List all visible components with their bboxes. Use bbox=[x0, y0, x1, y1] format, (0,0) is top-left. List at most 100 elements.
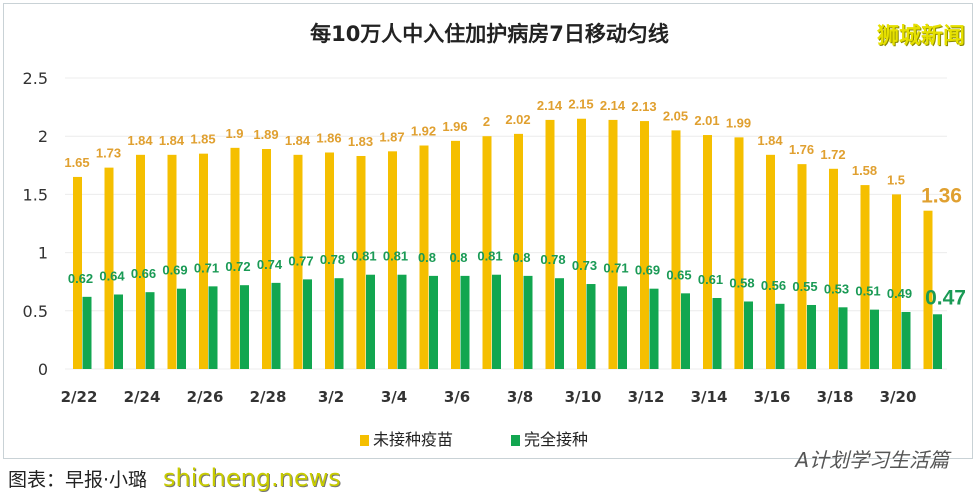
data-label: 1.65 bbox=[64, 155, 89, 170]
bar-unvaccinated bbox=[451, 140, 460, 369]
data-label: 2.14 bbox=[537, 98, 563, 113]
data-label: 0.53 bbox=[824, 281, 849, 296]
bar-vaccinated bbox=[303, 279, 312, 369]
data-label: 1.96 bbox=[442, 119, 467, 134]
data-label: 1.86 bbox=[316, 130, 341, 145]
bar-vaccinated bbox=[492, 274, 501, 369]
data-label: 0.56 bbox=[761, 278, 786, 293]
x-tick-label: 3/2 bbox=[318, 388, 344, 406]
bar-vaccinated bbox=[271, 282, 281, 369]
x-tick-label: 2/22 bbox=[61, 388, 98, 406]
bar-vaccinated bbox=[208, 286, 218, 369]
bar-vaccinated bbox=[555, 278, 564, 369]
bar-unvaccinated bbox=[104, 167, 114, 369]
data-label: 0.49 bbox=[887, 286, 912, 301]
data-label: 2.02 bbox=[505, 112, 530, 127]
data-label: 0.8 bbox=[418, 250, 436, 265]
data-label: 1.5 bbox=[887, 172, 905, 187]
bar-vaccinated bbox=[145, 292, 155, 369]
bar-vaccinated bbox=[933, 314, 942, 369]
data-label: 0.78 bbox=[540, 252, 565, 267]
data-label: 1.83 bbox=[348, 134, 373, 149]
bar-vaccinated bbox=[460, 275, 470, 369]
y-tick-label: 2.5 bbox=[23, 69, 48, 88]
wechat-account: A计划学习生活篇 bbox=[795, 448, 949, 472]
x-tick-label: 3/6 bbox=[444, 388, 470, 406]
bar-vaccinated bbox=[901, 311, 911, 369]
data-label: 0.62 bbox=[68, 271, 93, 286]
legend-label: 未接种疫苗 bbox=[373, 430, 454, 449]
legend-item-unvaccinated: 未接种疫苗 bbox=[360, 426, 453, 450]
data-label: 0.74 bbox=[257, 257, 283, 272]
data-label: 1.9 bbox=[225, 126, 243, 141]
legend-swatch bbox=[511, 435, 521, 446]
bar-vaccinated bbox=[177, 288, 186, 369]
data-label: 2.05 bbox=[663, 108, 688, 123]
bar-unvaccinated bbox=[325, 152, 334, 369]
bar-unvaccinated bbox=[577, 118, 586, 370]
bar-unvaccinated bbox=[829, 168, 838, 369]
legend: 未接种疫苗 完全接种 bbox=[360, 426, 588, 450]
bar-vaccinated bbox=[838, 307, 848, 369]
data-label: 2 bbox=[483, 114, 490, 129]
x-tick-label: 3/4 bbox=[381, 388, 407, 406]
data-label: 1.85 bbox=[190, 132, 215, 147]
bar-vaccinated bbox=[744, 301, 753, 369]
data-label: 0.66 bbox=[131, 266, 156, 281]
x-tick-label: 2/26 bbox=[187, 388, 224, 406]
data-label: 1.72 bbox=[820, 147, 845, 162]
bar-unvaccinated bbox=[356, 155, 366, 369]
bar-vaccinated bbox=[712, 297, 722, 369]
bar-vaccinated bbox=[366, 274, 375, 369]
data-label: 0.65 bbox=[666, 267, 691, 282]
bar-unvaccinated bbox=[230, 147, 240, 369]
data-label: 0.61 bbox=[698, 272, 723, 287]
bar-unvaccinated bbox=[419, 145, 429, 369]
bar-unvaccinated bbox=[73, 176, 82, 369]
x-tick-label: 3/12 bbox=[628, 388, 665, 406]
bar-unvaccinated bbox=[860, 185, 870, 369]
legend-label: 完全接种 bbox=[524, 430, 589, 449]
bar-unvaccinated bbox=[766, 154, 775, 369]
bar-vaccinated bbox=[870, 309, 879, 369]
data-label: 2.15 bbox=[568, 97, 593, 112]
data-label: 0.51 bbox=[855, 284, 880, 299]
data-label: 1.84 bbox=[285, 133, 311, 148]
data-label: 1.73 bbox=[96, 146, 121, 161]
data-label: 0.8 bbox=[449, 250, 467, 265]
x-tick-label: 2/28 bbox=[250, 388, 287, 406]
bar-unvaccinated bbox=[640, 121, 649, 370]
data-label: 1.84 bbox=[159, 133, 185, 148]
legend-item-vaccinated: 完全接种 bbox=[511, 426, 588, 450]
legend-swatch bbox=[360, 435, 369, 446]
bar-unvaccinated bbox=[482, 136, 492, 369]
y-tick-label: 1 bbox=[38, 244, 48, 263]
bar-unvaccinated bbox=[262, 149, 271, 369]
data-label: 0.64 bbox=[99, 269, 125, 284]
bar-vaccinated bbox=[397, 274, 407, 369]
bar-unvaccinated bbox=[734, 137, 744, 369]
bar-unvaccinated bbox=[167, 154, 177, 369]
x-tick-label: 3/18 bbox=[817, 388, 854, 406]
data-label: 1.58 bbox=[852, 163, 877, 178]
data-label: 0.81 bbox=[383, 249, 408, 264]
x-tick-label: 3/20 bbox=[880, 388, 917, 406]
bar-vaccinated bbox=[114, 294, 123, 369]
bar-unvaccinated bbox=[671, 130, 681, 369]
bar-vaccinated bbox=[334, 278, 344, 369]
watermark-logo: 狮城新闻 bbox=[876, 24, 965, 49]
chart-frame bbox=[3, 3, 973, 459]
bar-unvaccinated bbox=[136, 154, 145, 369]
bar-vaccinated bbox=[681, 293, 690, 369]
source-note: 图表：早报·小璐 bbox=[8, 469, 148, 491]
bar-unvaccinated bbox=[797, 164, 807, 369]
data-label: 0.58 bbox=[729, 275, 754, 290]
bar-unvaccinated bbox=[388, 151, 397, 369]
y-tick-label: 0.5 bbox=[23, 302, 48, 321]
bar-unvaccinated bbox=[892, 194, 901, 369]
bar-vaccinated bbox=[586, 284, 596, 369]
x-tick-label: 3/16 bbox=[754, 388, 791, 406]
data-label: 0.71 bbox=[603, 260, 628, 275]
bar-unvaccinated bbox=[545, 119, 555, 370]
data-label: 0.77 bbox=[288, 253, 313, 268]
